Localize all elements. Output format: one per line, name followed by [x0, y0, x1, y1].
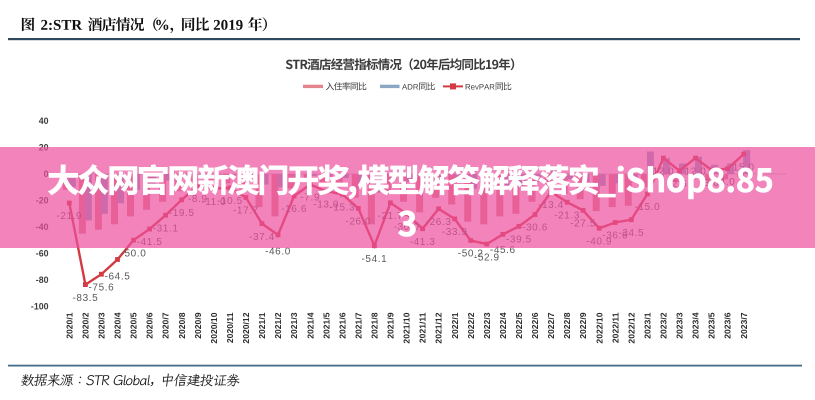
svg-text:40: 40: [39, 116, 49, 126]
svg-text:-50.2: -50.2: [458, 249, 484, 260]
svg-text:2020/8: 2020/8: [177, 312, 187, 339]
svg-text:2021/7: 2021/7: [353, 312, 363, 339]
svg-text:2022/12: 2022/12: [626, 312, 636, 343]
svg-text:2020/3: 2020/3: [97, 312, 107, 339]
svg-text:2022/6: 2022/6: [530, 312, 540, 339]
svg-text:2022/2: 2022/2: [466, 312, 476, 339]
svg-text:2022/10: 2022/10: [594, 312, 604, 343]
svg-text:2020/6: 2020/6: [145, 312, 155, 339]
svg-text:2020/5: 2020/5: [129, 312, 139, 339]
svg-text:-100: -100: [31, 302, 49, 312]
svg-text:2022/11: 2022/11: [610, 312, 620, 343]
svg-text:2022/7: 2022/7: [546, 312, 556, 339]
svg-text:2020/7: 2020/7: [161, 312, 171, 339]
svg-text:-54.1: -54.1: [362, 254, 388, 265]
svg-text:2021/6: 2021/6: [337, 312, 347, 339]
svg-text:-75.6: -75.6: [89, 282, 115, 293]
svg-text:2021/4: 2021/4: [305, 312, 315, 339]
svg-text:2021/11: 2021/11: [418, 312, 428, 343]
svg-text:-45.6: -45.6: [490, 245, 516, 256]
svg-text:2021/3: 2021/3: [289, 312, 299, 339]
svg-text:2020/9: 2020/9: [193, 312, 203, 339]
svg-text:2020/2: 2020/2: [81, 312, 91, 339]
svg-text:2021/2: 2021/2: [273, 312, 283, 339]
svg-text:-83.5: -83.5: [73, 293, 99, 304]
svg-text:2022/1: 2022/1: [450, 312, 460, 339]
svg-text:2022/4: 2022/4: [498, 312, 508, 339]
svg-text:2023/6: 2023/6: [723, 312, 733, 339]
svg-text:-52.9: -52.9: [474, 252, 500, 263]
svg-text:2022/9: 2022/9: [578, 312, 588, 339]
svg-text:2021/5: 2021/5: [321, 312, 331, 339]
svg-text:2023/3: 2023/3: [675, 312, 685, 339]
svg-text:-60: -60: [36, 249, 49, 259]
svg-text:2023/1: 2023/1: [643, 312, 653, 339]
svg-text:-80: -80: [36, 275, 49, 285]
svg-text:2022/3: 2022/3: [482, 312, 492, 339]
svg-text:2020/12: 2020/12: [241, 312, 251, 343]
svg-text:2023/7: 2023/7: [739, 312, 749, 339]
svg-text:2020/4: 2020/4: [113, 312, 123, 339]
svg-text:-64.5: -64.5: [105, 272, 131, 283]
svg-text:2023/4: 2023/4: [691, 312, 701, 339]
svg-text:2020/1: 2020/1: [64, 312, 74, 339]
svg-text:2022/8: 2022/8: [562, 312, 572, 339]
svg-text:2022/5: 2022/5: [514, 312, 524, 339]
svg-text:2021/10: 2021/10: [402, 312, 412, 343]
svg-text:2021/1: 2021/1: [257, 312, 267, 339]
svg-text:2023/5: 2023/5: [707, 312, 717, 339]
svg-text:2021/12: 2021/12: [434, 312, 444, 343]
svg-text:2021/8: 2021/8: [370, 312, 380, 339]
svg-text:2023/2: 2023/2: [659, 312, 669, 339]
svg-text:-50.0: -50.0: [121, 248, 147, 259]
svg-text:2020/10: 2020/10: [209, 312, 219, 343]
svg-text:-46.0: -46.0: [265, 246, 291, 257]
svg-text:2020/11: 2020/11: [225, 312, 235, 343]
svg-text:2021/9: 2021/9: [386, 312, 396, 339]
